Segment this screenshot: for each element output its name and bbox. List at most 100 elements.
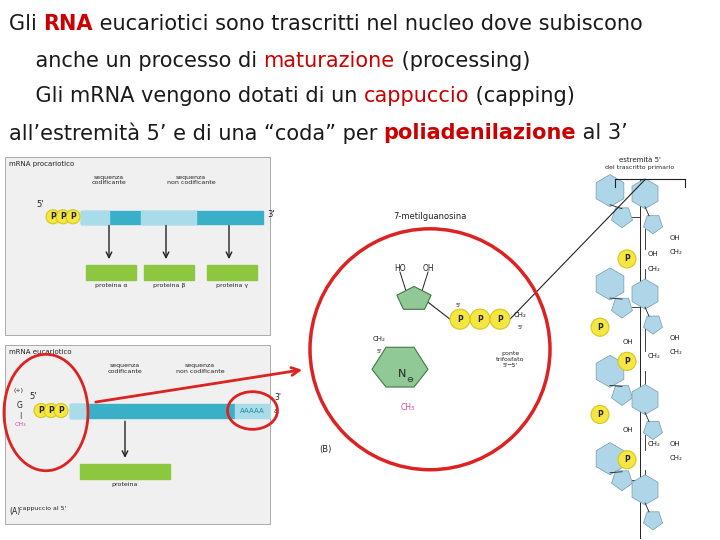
Bar: [144, 265, 194, 280]
Circle shape: [46, 210, 60, 224]
Text: CH₂: CH₂: [648, 266, 661, 272]
Text: poliadenilazione: poliadenilazione: [384, 123, 576, 143]
Text: Gli: Gli: [9, 14, 43, 33]
Bar: [141, 211, 196, 224]
Text: CH₂: CH₂: [372, 336, 385, 342]
Circle shape: [591, 406, 609, 423]
Polygon shape: [632, 279, 658, 309]
Bar: [235, 404, 270, 417]
Text: RNA: RNA: [43, 14, 93, 33]
Text: CH₂: CH₂: [513, 312, 526, 318]
Bar: [86, 265, 136, 280]
Text: proteina γ: proteina γ: [216, 283, 248, 288]
Text: estremità 5': estremità 5': [619, 157, 661, 163]
Text: N: N: [398, 369, 406, 380]
Circle shape: [66, 210, 80, 224]
Text: CH₃: CH₃: [14, 422, 26, 427]
Text: 5': 5': [517, 325, 523, 330]
Text: a: a: [274, 408, 278, 414]
Text: P: P: [597, 323, 603, 332]
Text: CH₂: CH₂: [670, 249, 683, 255]
Bar: [70, 404, 235, 417]
Text: OH: OH: [648, 251, 659, 257]
Text: 5': 5': [376, 349, 382, 354]
Text: proteina α: proteina α: [95, 283, 127, 288]
Text: P: P: [70, 212, 76, 221]
Text: P: P: [497, 315, 503, 323]
Text: P: P: [624, 357, 630, 366]
Circle shape: [618, 352, 636, 370]
Polygon shape: [611, 471, 632, 491]
Polygon shape: [632, 384, 658, 415]
Text: (+): (+): [14, 388, 24, 393]
Text: sequenza
non codificante: sequenza non codificante: [167, 174, 215, 185]
Polygon shape: [644, 512, 662, 530]
Text: cappuccio al 5': cappuccio al 5': [19, 507, 67, 511]
Text: HO: HO: [394, 265, 406, 273]
Text: 3': 3': [267, 210, 275, 219]
Text: 5': 5': [30, 392, 37, 401]
Text: (capping): (capping): [469, 86, 575, 106]
Text: CH₃: CH₃: [401, 403, 415, 412]
Text: P: P: [48, 406, 54, 415]
Text: ponte
trifosfato
5'─5': ponte trifosfato 5'─5': [496, 351, 524, 368]
Text: |: |: [19, 412, 21, 419]
Text: cappuccio: cappuccio: [364, 86, 469, 106]
Text: sequenza
codificante: sequenza codificante: [107, 363, 143, 374]
Text: AAAAA: AAAAA: [240, 408, 265, 414]
Text: eucariotici sono trascritti nel nucleo dove subiscono: eucariotici sono trascritti nel nucleo d…: [93, 14, 642, 33]
Text: del trascritto primario: del trascritto primario: [606, 165, 675, 170]
Text: sequenza
non codificante: sequenza non codificante: [176, 363, 225, 374]
Text: 3': 3': [274, 394, 281, 402]
FancyBboxPatch shape: [5, 345, 270, 524]
Text: OH: OH: [623, 339, 634, 345]
Polygon shape: [644, 421, 662, 440]
Circle shape: [44, 403, 58, 417]
Polygon shape: [611, 298, 632, 318]
Text: 5': 5': [36, 200, 44, 209]
Text: ⊖: ⊖: [407, 375, 413, 384]
Text: OH: OH: [623, 427, 634, 433]
Text: mRNA procariotico: mRNA procariotico: [9, 160, 74, 166]
Circle shape: [450, 309, 470, 329]
Text: OH: OH: [670, 235, 680, 241]
Text: mRNA eucariotico: mRNA eucariotico: [9, 349, 71, 355]
Text: OH: OH: [422, 265, 434, 273]
Polygon shape: [644, 316, 662, 334]
Text: 7-metilguanosina: 7-metilguanosina: [393, 212, 467, 221]
Bar: [80, 464, 170, 479]
Polygon shape: [632, 475, 658, 505]
Text: P: P: [60, 212, 66, 221]
Polygon shape: [596, 355, 624, 387]
Polygon shape: [596, 443, 624, 475]
Text: (A): (A): [9, 507, 20, 516]
Polygon shape: [596, 174, 624, 207]
FancyBboxPatch shape: [5, 157, 270, 335]
Circle shape: [470, 309, 490, 329]
Text: CH₂: CH₂: [648, 441, 661, 447]
Circle shape: [54, 403, 68, 417]
Text: OH: OH: [670, 441, 680, 447]
Text: P: P: [50, 212, 56, 221]
Polygon shape: [611, 208, 632, 228]
Text: P: P: [58, 406, 64, 415]
Polygon shape: [397, 286, 431, 309]
Text: maturazione: maturazione: [264, 51, 395, 71]
Text: (B): (B): [319, 445, 331, 454]
Polygon shape: [644, 215, 662, 234]
Text: CH₂: CH₂: [648, 353, 661, 359]
Text: proteina β: proteina β: [153, 283, 185, 288]
Text: P: P: [38, 406, 44, 415]
Circle shape: [490, 309, 510, 329]
Text: 5': 5': [455, 302, 461, 308]
Text: P: P: [624, 254, 630, 264]
Text: all’estremità 5’ e di una “coda” per: all’estremità 5’ e di una “coda” per: [9, 123, 384, 144]
Circle shape: [618, 451, 636, 469]
Text: proteina: proteina: [112, 482, 138, 487]
Bar: [70, 404, 88, 417]
Text: G: G: [17, 401, 23, 410]
Text: P: P: [624, 455, 630, 464]
Circle shape: [591, 318, 609, 336]
Text: Gli mRNA vengono dotati di un: Gli mRNA vengono dotati di un: [9, 86, 364, 106]
Bar: [81, 211, 263, 224]
